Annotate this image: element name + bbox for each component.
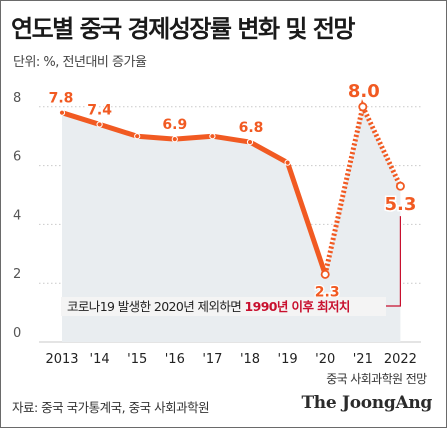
data-point [320, 269, 330, 279]
data-point [96, 121, 103, 128]
unit-label: 단위: %, 전년대비 증가율 [13, 55, 147, 70]
data-point [58, 109, 66, 116]
data-point [171, 136, 178, 143]
x-tick-label: 2022 [384, 352, 417, 367]
data-point [358, 102, 368, 112]
data-label: 6.9 [162, 117, 187, 133]
x-tick-label: '16 [165, 352, 185, 367]
y-tick-label: 2 [13, 267, 21, 282]
data-label: 5.3 [384, 194, 416, 215]
source-note: 자료: 중국 국가통계국, 중국 사회과학원 [12, 400, 210, 415]
chart-title: 연도별 중국 경제성장률 변화 및 전망 [11, 15, 355, 43]
data-point [284, 159, 291, 166]
data-label: 6.8 [239, 120, 264, 136]
data-point [246, 138, 254, 146]
x-tick-label: '20 [315, 352, 335, 367]
data-point [395, 181, 405, 191]
area-fill [62, 106, 401, 342]
annotation-prefix: 코로나19 발생한 2020년 제외하면 [67, 299, 245, 314]
annotation-leader [380, 216, 401, 307]
x-tick-label: 2013 [45, 352, 78, 367]
x-tick-label: '17 [202, 352, 222, 367]
annotation-box [61, 297, 386, 316]
annotation-text: 코로나19 발생한 2020년 제외하면 1990년 이후 최저치 [67, 299, 350, 314]
x-tick-label: '14 [90, 352, 110, 367]
data-label: 7.8 [49, 91, 74, 107]
x-tick-label: '19 [278, 352, 298, 367]
data-point [209, 133, 216, 140]
x-tick-label: '21 [353, 352, 373, 367]
forecast-note: 중국 사회과학원 전망 [326, 372, 427, 386]
annotation-highlight: 1990년 이후 최저치 [245, 299, 350, 314]
data-label: 7.4 [87, 102, 112, 118]
y-tick-label: 0 [13, 326, 21, 341]
x-tick-label: '15 [127, 352, 147, 367]
y-tick-label: 4 [13, 208, 21, 223]
series-line-actual [59, 110, 328, 277]
publisher-logo: The JoongAng [301, 393, 432, 413]
x-tick-label: '18 [240, 352, 260, 367]
data-point [134, 133, 141, 140]
y-tick-label: 6 [13, 150, 21, 165]
data-label: 8.0 [348, 81, 380, 102]
y-tick-label: 8 [13, 91, 21, 106]
